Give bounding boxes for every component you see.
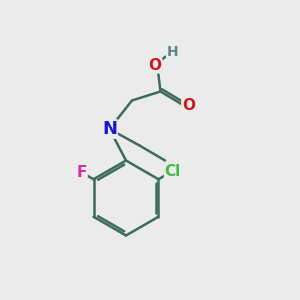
- Text: N: N: [102, 120, 117, 138]
- Text: O: O: [182, 98, 195, 112]
- Text: F: F: [76, 165, 87, 180]
- Text: H: H: [167, 46, 178, 59]
- Text: O: O: [148, 58, 162, 73]
- Text: Cl: Cl: [165, 164, 181, 178]
